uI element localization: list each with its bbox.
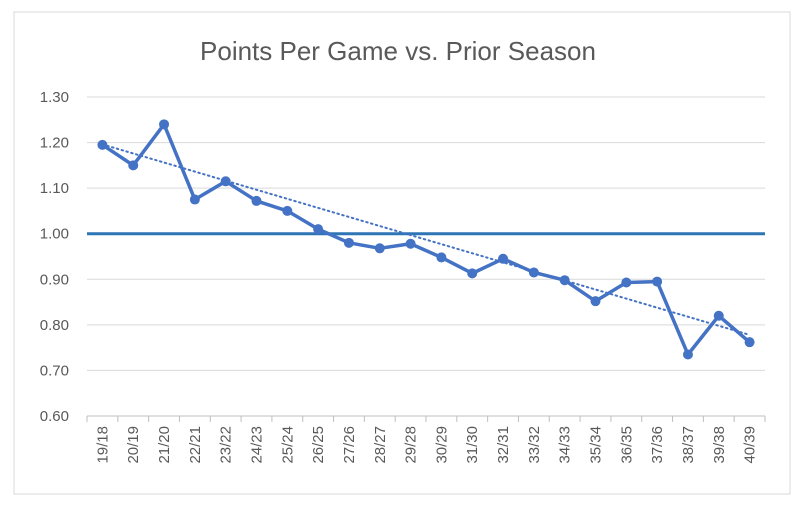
x-tick-label: 30/29 xyxy=(433,426,450,464)
x-tick-label: 20/19 xyxy=(125,426,142,464)
x-tick-label: 38/37 xyxy=(680,426,697,464)
data-point xyxy=(436,252,447,263)
data-point xyxy=(652,276,663,287)
data-point xyxy=(405,238,416,249)
chart-area xyxy=(13,11,791,495)
x-tick-label: 33/32 xyxy=(526,426,543,464)
data-point xyxy=(528,267,539,278)
y-tick-label: 1.00 xyxy=(40,226,69,243)
data-point xyxy=(251,195,262,206)
data-point xyxy=(467,268,478,279)
y-tick-label: 1.30 xyxy=(40,89,69,106)
x-tick-label: 35/34 xyxy=(588,426,605,464)
y-tick-label: 1.20 xyxy=(40,135,69,152)
trendline xyxy=(101,143,751,336)
x-tick-label: 27/26 xyxy=(341,426,358,464)
data-point xyxy=(97,139,108,150)
data-point xyxy=(220,176,231,187)
x-tick-label: 36/35 xyxy=(618,426,635,464)
x-tick-label: 28/27 xyxy=(372,426,389,464)
data-point xyxy=(590,296,601,307)
y-tick-label: 0.90 xyxy=(40,271,69,288)
data-point xyxy=(498,253,509,264)
x-tick-label: 37/36 xyxy=(649,426,666,464)
data-point xyxy=(621,277,632,288)
data-point xyxy=(682,349,693,360)
y-tick-label: 1.10 xyxy=(40,180,69,197)
x-tick-label: 22/21 xyxy=(187,426,204,464)
data-point xyxy=(128,160,139,171)
data-point xyxy=(374,243,385,254)
data-point xyxy=(559,275,570,286)
x-tick-label: 31/30 xyxy=(464,426,481,464)
data-point xyxy=(159,119,170,130)
y-axis: 0.60 0.70 0.80 0.90 1.00 1.10 1.20 1.30 xyxy=(40,89,69,425)
data-point xyxy=(713,310,724,321)
data-point xyxy=(313,224,324,235)
y-tick-label: 0.80 xyxy=(40,317,69,334)
x-tick-label: 26/25 xyxy=(310,426,327,464)
chart-title: Points Per Game vs. Prior Season xyxy=(200,36,596,66)
x-tick-label: 39/38 xyxy=(711,426,728,464)
x-tick-label: 32/31 xyxy=(495,426,512,464)
x-axis: 19/18 20/19 21/20 22/21 23/22 24/23 25/24 26/25… xyxy=(86,415,766,464)
x-tick-label: 24/23 xyxy=(249,426,266,464)
y-tick-label: 0.70 xyxy=(40,362,69,379)
data-point xyxy=(343,237,354,248)
x-tick-label: 23/22 xyxy=(218,426,235,464)
x-tick-label: 29/28 xyxy=(403,426,420,464)
data-point xyxy=(189,194,200,205)
x-tick-label: 34/33 xyxy=(557,426,574,464)
data-point xyxy=(744,337,755,348)
series-line xyxy=(101,122,751,357)
y-tick-label: 0.60 xyxy=(40,408,69,425)
x-tick-label: 21/20 xyxy=(156,426,173,464)
trendline-group xyxy=(101,143,751,336)
x-tick-label: 19/18 xyxy=(94,426,111,464)
x-tick-label: 25/24 xyxy=(279,426,296,464)
data-point xyxy=(282,205,293,216)
series-group xyxy=(97,119,755,360)
x-tick-label: 40/39 xyxy=(742,426,759,464)
